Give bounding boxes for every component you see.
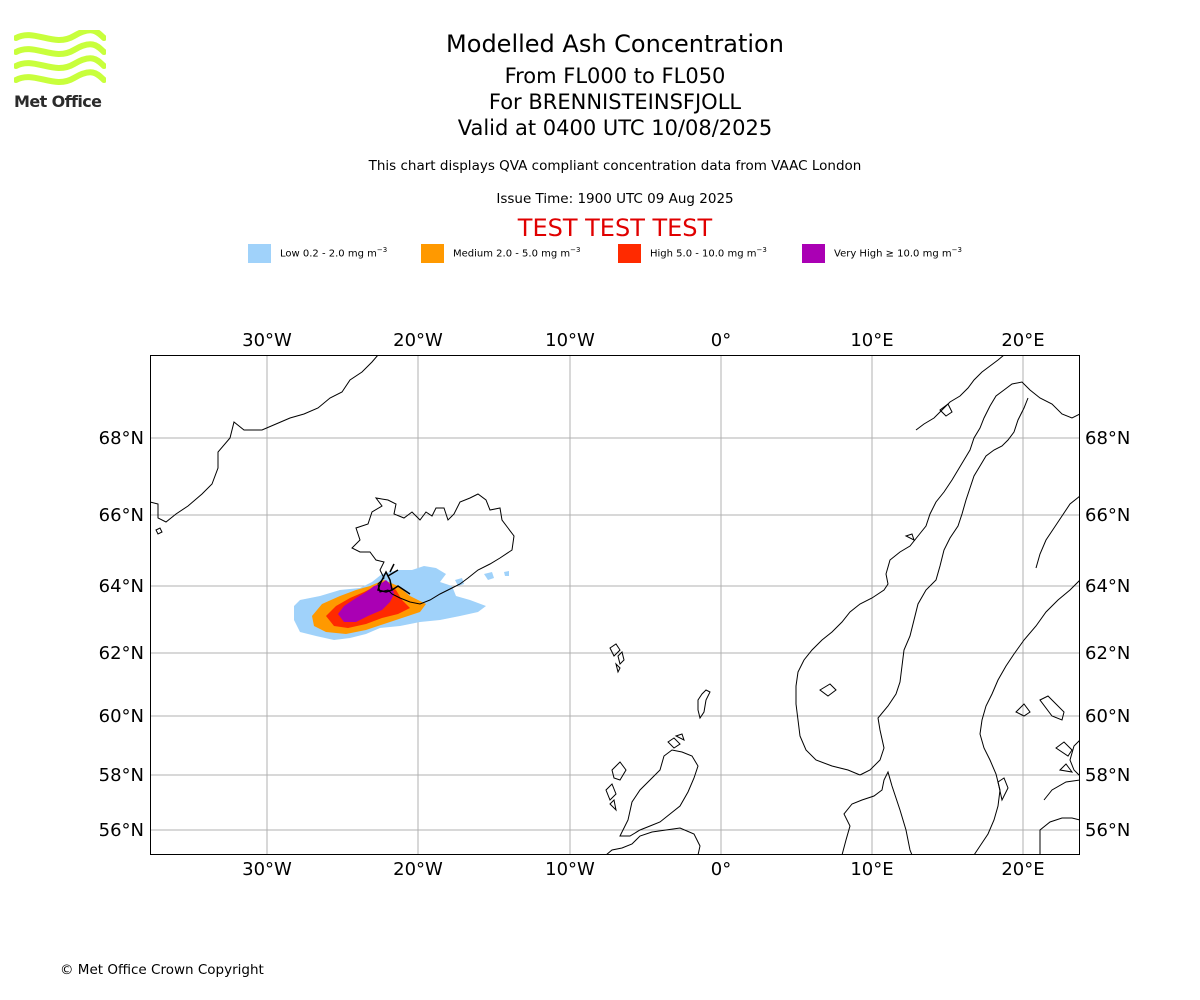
coastline-iceland <box>351 493 515 605</box>
coastline-greenland <box>150 355 379 523</box>
lon-label-bottom-0: 30°W <box>242 859 292 880</box>
gridlines <box>150 355 1080 855</box>
issue-time: Issue Time: 1900 UTC 09 Aug 2025 <box>496 191 734 207</box>
legend-swatch-medium <box>421 244 444 263</box>
lon-label-bottom-1: 20°W <box>393 859 443 880</box>
lat-label-left-0: 68°N <box>99 428 144 449</box>
legend-swatch-low <box>248 244 271 263</box>
lon-label-top-4: 10°E <box>850 330 893 351</box>
copyright-notice: © Met Office Crown Copyright <box>60 962 264 978</box>
ash-plume <box>294 566 509 640</box>
legend-exp-high: −3 <box>756 246 767 254</box>
lon-label-top-2: 10°W <box>545 330 595 351</box>
legend-swatch-very-high <box>802 244 825 263</box>
legend-exp-low: −3 <box>376 246 388 254</box>
lat-label-right-0: 68°N <box>1085 428 1130 449</box>
lat-label-left-1: 66°N <box>99 505 144 526</box>
legend-exp-very-high: −3 <box>951 246 962 254</box>
lon-label-bottom-2: 10°W <box>545 859 595 880</box>
lat-label-right-2: 64°N <box>1085 576 1130 597</box>
lat-label-right-1: 66°N <box>1085 505 1130 526</box>
lat-label-right-6: 56°N <box>1085 820 1130 841</box>
logo-text: Met Office <box>14 92 102 111</box>
lat-label-left-5: 58°N <box>99 765 144 786</box>
flight-level-range: From FL000 to FL050 <box>504 64 726 88</box>
lat-label-left-2: 64°N <box>99 576 144 597</box>
lon-label-top-0: 30°W <box>242 330 292 351</box>
lat-label-right-3: 62°N <box>1085 643 1130 664</box>
volcano-name: For BRENNISTEINSFJOLL <box>488 90 742 114</box>
legend-swatch-high <box>618 244 641 263</box>
legend-label-medium: Medium 2.0 - 5.0 mg m <box>453 248 571 260</box>
coastline-scotland <box>605 827 701 855</box>
chart-title: Modelled Ash Concentration <box>446 30 784 58</box>
valid-time: Valid at 0400 UTC 10/08/2025 <box>457 116 773 140</box>
volcano-marker <box>377 563 411 595</box>
lat-label-left-6: 56°N <box>99 820 144 841</box>
lon-label-bottom-3: 0° <box>711 859 731 880</box>
map-frame <box>150 355 1080 855</box>
test-banner: TEST TEST TEST <box>517 214 713 242</box>
coastline-norway <box>841 770 913 855</box>
lat-labels-left: 68°N 66°N 64°N 62°N 60°N 58°N 56°N <box>99 428 144 841</box>
lon-labels-bottom: 30°W 20°W 10°W 0° 10°E 20°E <box>242 859 1044 880</box>
legend-label-high: High 5.0 - 10.0 mg m <box>650 248 757 260</box>
coastlines <box>150 355 1080 855</box>
logo-waves-icon <box>14 30 106 85</box>
lon-label-bottom-5: 20°E <box>1001 859 1044 880</box>
lat-label-left-4: 60°N <box>99 706 144 727</box>
lat-label-right-4: 60°N <box>1085 706 1130 727</box>
lon-label-top-3: 0° <box>711 330 731 351</box>
legend-label-very-high: Very High ≥ 10.0 mg m <box>834 248 952 260</box>
lat-labels-right: 68°N 66°N 64°N 62°N 60°N 58°N 56°N <box>1085 428 1130 841</box>
chart-subtitle: This chart displays QVA compliant concen… <box>368 158 862 174</box>
legend-label-low: Low 0.2 - 2.0 mg m <box>280 248 377 260</box>
coastline-sweden <box>973 579 1080 855</box>
lon-label-bottom-4: 10°E <box>850 859 893 880</box>
lon-label-top-5: 20°E <box>1001 330 1044 351</box>
lat-label-right-5: 58°N <box>1085 765 1130 786</box>
met-office-logo: Met Office <box>14 30 106 112</box>
lon-label-top-1: 20°W <box>393 330 443 351</box>
lat-label-left-3: 62°N <box>99 643 144 664</box>
lon-labels-top: 30°W 20°W 10°W 0° 10°E 20°E <box>242 330 1044 351</box>
legend-exp-medium: −3 <box>570 246 581 254</box>
